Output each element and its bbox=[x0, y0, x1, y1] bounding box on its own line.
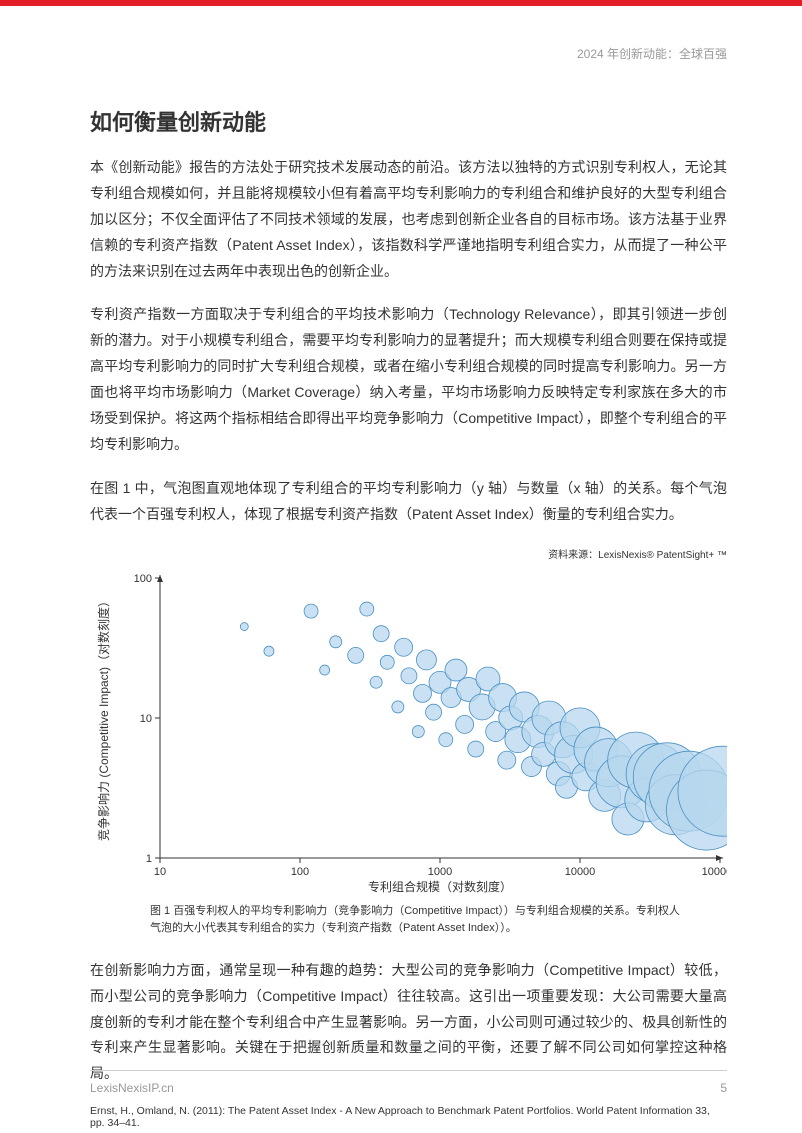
figure-caption-line1: 图 1 百强专利权人的平均专利影响力（竞争影响力（Competitive Imp… bbox=[150, 905, 680, 917]
citation: Ernst, H., Omland, N. (2011): The Patent… bbox=[90, 1105, 727, 1129]
paragraph-4: 在创新影响力方面，通常呈现一种有趣的趋势：大型公司的竞争影响力（Competit… bbox=[90, 958, 727, 1087]
svg-text:100: 100 bbox=[291, 866, 309, 878]
page-footer: LexisNexisIP.cn 5 bbox=[90, 1070, 727, 1095]
svg-text:1000: 1000 bbox=[428, 866, 452, 878]
svg-text:100000: 100000 bbox=[702, 866, 727, 878]
paragraph-3: 在图 1 中，气泡图直观地体现了专利组合的平均专利影响力（y 轴）与数量（x 轴… bbox=[90, 476, 727, 528]
svg-text:10: 10 bbox=[140, 713, 152, 725]
footer-page-number: 5 bbox=[720, 1081, 727, 1095]
paragraph-2: 专利资产指数一方面取决于专利组合的平均技术影响力（Technology Rele… bbox=[90, 302, 727, 457]
svg-text:10: 10 bbox=[154, 866, 166, 878]
chart-source-label: 资料来源：LexisNexis® PatentSight+ ™ bbox=[90, 546, 727, 561]
paragraph-1: 本《创新动能》报告的方法处于研究技术发展动态的前沿。该方法以独特的方式识别专利权… bbox=[90, 155, 727, 284]
figure-caption: 图 1 百强专利权人的平均专利影响力（竞争影响力（Competitive Imp… bbox=[150, 903, 727, 938]
svg-text:10000: 10000 bbox=[565, 866, 596, 878]
page-content: 如何衡量创新动能 本《创新动能》报告的方法处于研究技术发展动态的前沿。该方法以独… bbox=[90, 105, 727, 1129]
top-accent-bar bbox=[0, 0, 802, 6]
svg-text:100: 100 bbox=[134, 573, 152, 585]
header-subtitle: 2024 年创新动能：全球百强 bbox=[577, 45, 727, 62]
page-title: 如何衡量创新动能 bbox=[90, 105, 727, 137]
svg-text:专利组合规模（对数刻度）: 专利组合规模（对数刻度） bbox=[368, 879, 512, 893]
svg-text:竞争影响力 (Competitive Impact)（对数刻: 竞争影响力 (Competitive Impact)（对数刻度） bbox=[96, 595, 111, 841]
bubble-chart: 10100100010000100000110100专利组合规模（对数刻度）竞争… bbox=[90, 563, 727, 893]
bubble-chart-svg: 10100100010000100000110100专利组合规模（对数刻度）竞争… bbox=[90, 563, 727, 893]
svg-text:1: 1 bbox=[146, 853, 152, 865]
footer-left: LexisNexisIP.cn bbox=[90, 1081, 174, 1095]
figure-caption-line2: 气泡的大小代表其专利组合的实力（专利资产指数（Patent Asset Inde… bbox=[150, 922, 517, 934]
